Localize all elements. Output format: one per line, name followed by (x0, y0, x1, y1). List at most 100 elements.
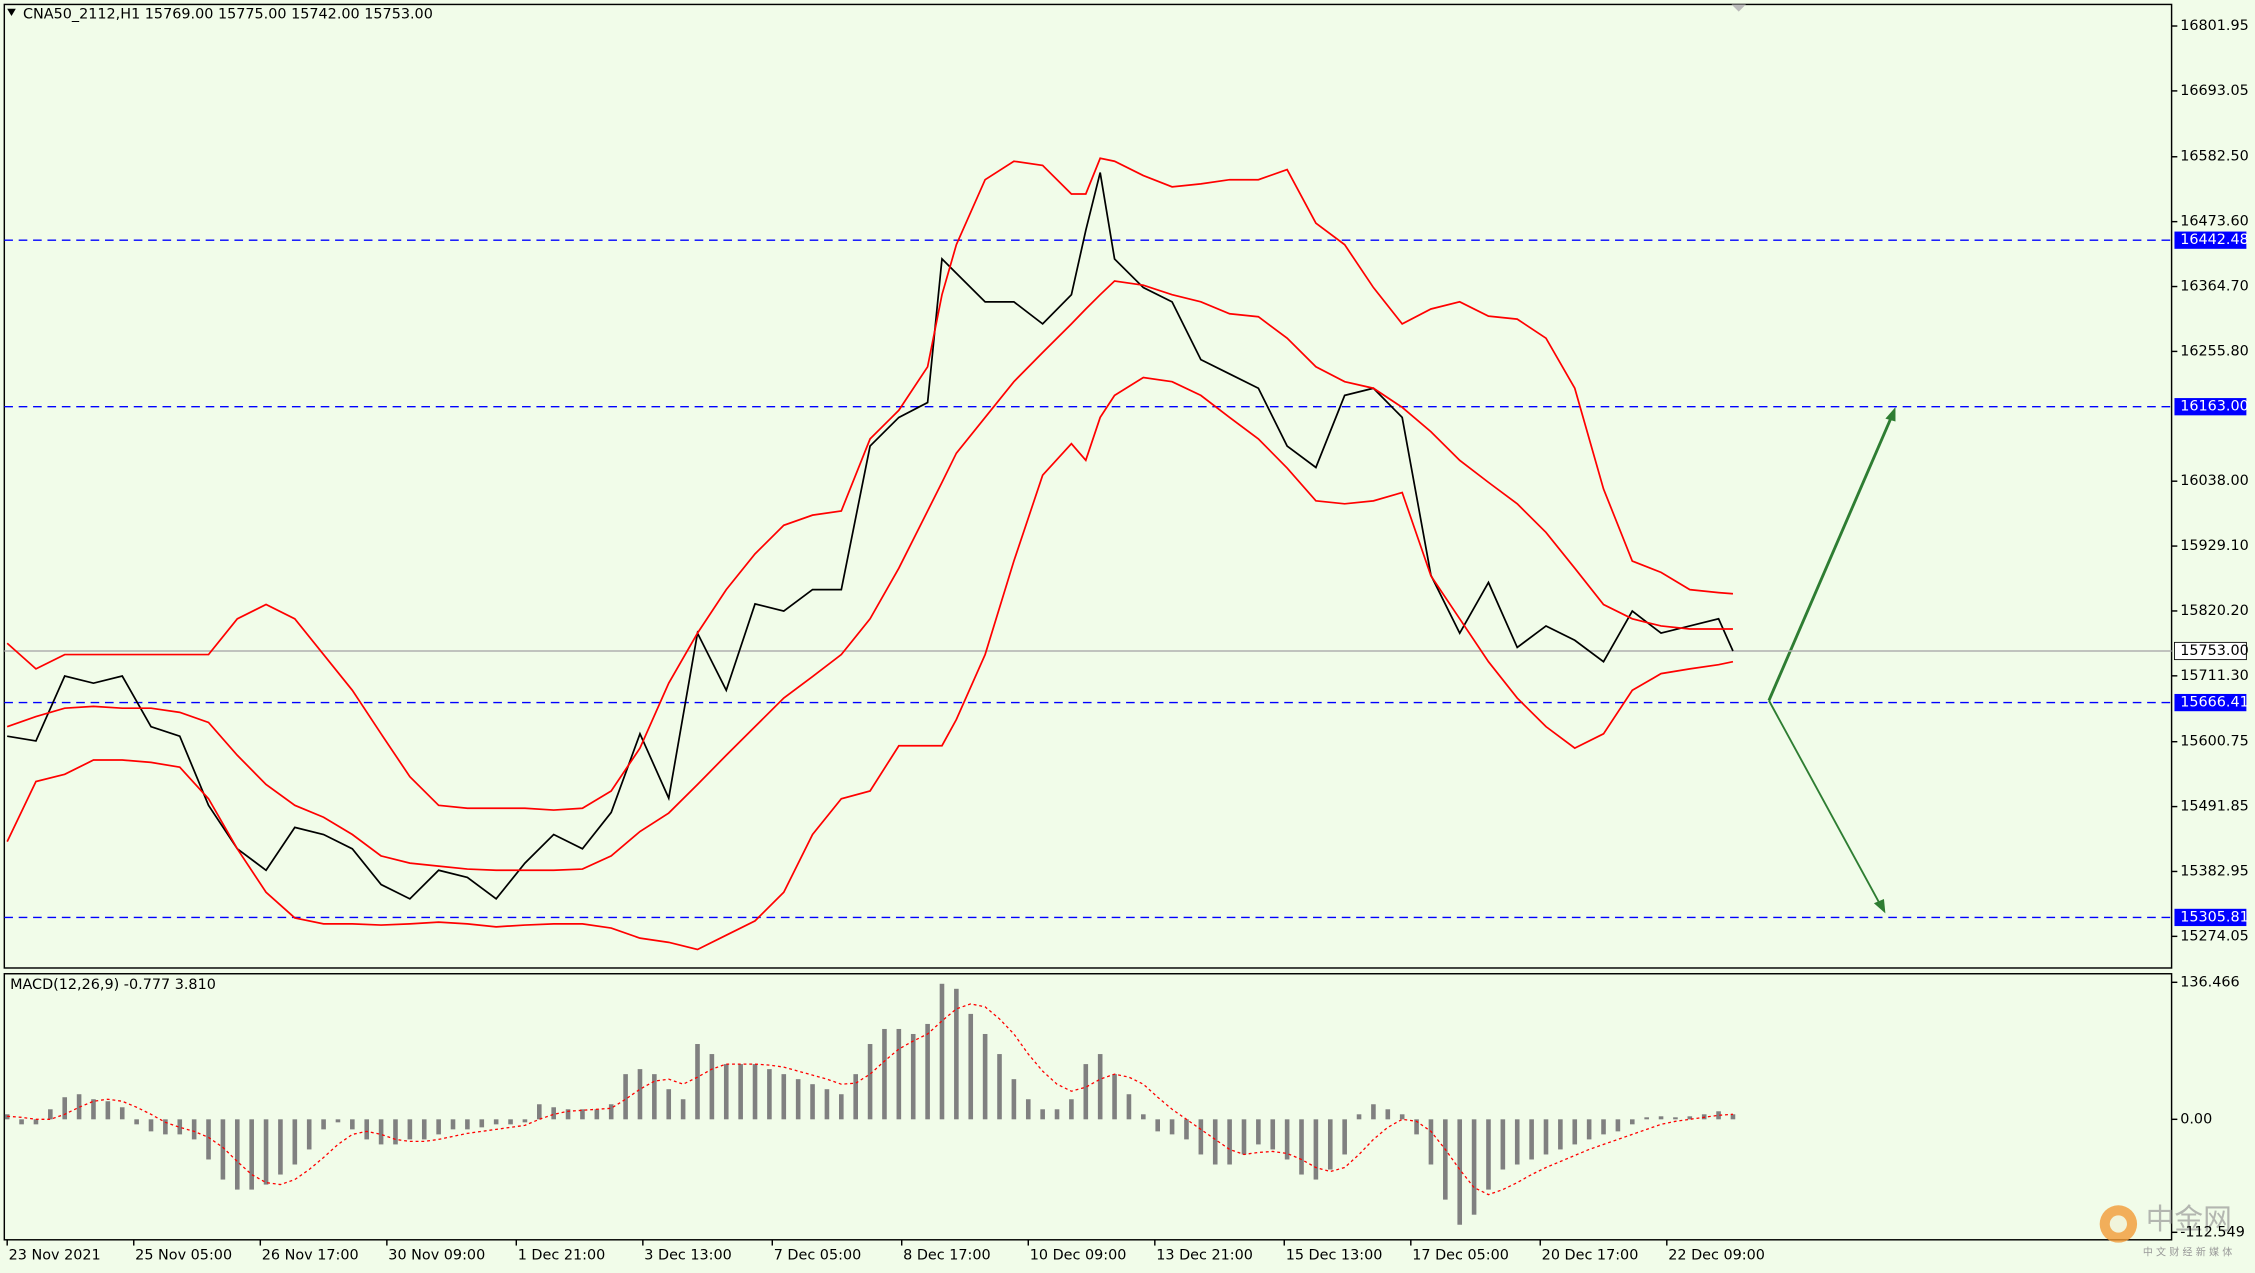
watermark-name: 中金网 (2146, 1202, 2232, 1236)
y-tick-label: 15820.20 (2180, 603, 2249, 619)
macd-bar (1040, 1109, 1045, 1120)
macd-bar (1241, 1119, 1247, 1155)
macd-bar (680, 1099, 686, 1120)
macd-bar (119, 1107, 125, 1120)
price-header: CNA50_2112,H1 15769.00 15775.00 15742.00… (23, 7, 433, 23)
macd-bar (695, 1044, 700, 1120)
macd-bar (421, 1119, 427, 1140)
x-tick-label: 15 Dec 13:00 (1286, 1248, 1383, 1264)
series-line (7, 172, 1734, 901)
level-label: 16163.00 (2180, 399, 2249, 415)
macd-bar (1198, 1119, 1204, 1155)
macd-bar (1514, 1119, 1520, 1165)
macd-bar (1629, 1119, 1635, 1125)
y-tick-label: 16038.00 (2180, 473, 2249, 489)
menu-triangle[interactable] (7, 8, 16, 16)
macd-bar (1687, 1116, 1693, 1120)
macd-bar (1212, 1119, 1218, 1165)
macd-bar (1313, 1119, 1319, 1180)
y-tick-label: 15929.10 (2180, 538, 2249, 554)
macd-bar (1572, 1119, 1578, 1145)
macd-bar (1615, 1119, 1621, 1132)
macd-bar (91, 1099, 96, 1120)
macd-bar (1126, 1094, 1132, 1120)
y-tick-label: 16801.95 (2180, 18, 2249, 34)
level-label-box (2174, 908, 2247, 927)
macd-bar (1601, 1119, 1606, 1135)
x-tick-label: 7 Dec 05:00 (774, 1248, 862, 1264)
up-arrow-head (1885, 407, 1896, 422)
macd-bar (1327, 1119, 1333, 1170)
x-tick-label: 22 Dec 09:00 (1668, 1248, 1765, 1264)
macd-bar (48, 1109, 53, 1120)
macd-bar (1443, 1119, 1448, 1200)
y-tick-label: 16693.05 (2180, 83, 2249, 99)
y-tick-label: 15382.95 (2180, 863, 2249, 879)
macd-bar (1471, 1119, 1477, 1215)
macd-bar (335, 1119, 341, 1123)
macd-bar (1543, 1119, 1549, 1155)
macd-bar (436, 1119, 441, 1135)
macd-bar (1025, 1099, 1031, 1120)
macd-bar (709, 1054, 715, 1120)
macd-bar (1141, 1114, 1146, 1120)
up-arrow (1767, 413, 1894, 702)
macd-bar (249, 1119, 254, 1190)
macd-bar (306, 1119, 312, 1150)
level-label-box (2174, 398, 2247, 416)
shift-marker (1731, 4, 1746, 12)
macd-bar (1371, 1104, 1376, 1120)
macd-bar (982, 1033, 988, 1120)
level-label-box (2174, 231, 2247, 249)
macd-bar (177, 1119, 183, 1135)
macd-bar (1558, 1119, 1563, 1150)
macd-bar (1457, 1119, 1463, 1225)
macd-bar (1299, 1119, 1304, 1175)
macd-bar (62, 1097, 68, 1120)
level-label-box (2174, 693, 2247, 712)
macd-bar (637, 1069, 643, 1120)
macd-bar (1644, 1117, 1649, 1120)
macd-bar (910, 1033, 916, 1120)
macd-bar (1284, 1119, 1290, 1160)
macd-bar (1399, 1114, 1405, 1120)
macd-bar (767, 1069, 772, 1120)
macd-bar (1586, 1119, 1592, 1140)
macd-bar (19, 1119, 24, 1125)
macd-bar (1500, 1119, 1506, 1170)
macd-bar (479, 1119, 485, 1128)
macd-bar (321, 1119, 326, 1130)
macd-bar (795, 1079, 801, 1120)
macd-bar (824, 1089, 830, 1120)
watermark: 中金网 中 文 财 经 新 媒 体 (2099, 1202, 2233, 1259)
macd-bar (752, 1064, 758, 1120)
macd-bar (76, 1094, 82, 1120)
x-tick-label: 8 Dec 17:00 (903, 1248, 991, 1264)
macd-bar (450, 1119, 456, 1130)
price-panel (3, 3, 2173, 969)
macd-bar (781, 1074, 787, 1120)
y-tick-label: 15600.75 (2180, 734, 2249, 750)
y-tick-label: 15491.85 (2180, 799, 2249, 815)
macd-bar (378, 1119, 384, 1145)
macd-bar (565, 1109, 571, 1120)
y-tick-label: 136.466 (2180, 974, 2239, 990)
macd-bar (1097, 1054, 1103, 1120)
macd-bar (1011, 1079, 1017, 1120)
macd-bar (1069, 1099, 1074, 1120)
current-price-label: 15753.00 (2180, 643, 2249, 659)
macd-bar (292, 1119, 298, 1165)
series-line (6, 376, 1734, 951)
macd-bar (350, 1119, 355, 1130)
y-tick-label: 16255.80 (2180, 343, 2249, 359)
macd-bar (867, 1044, 873, 1120)
x-tick-label: 10 Dec 09:00 (1030, 1248, 1127, 1264)
macd-bar (839, 1094, 844, 1120)
macd-bar (1673, 1117, 1678, 1120)
y-tick-label: 16582.50 (2180, 149, 2249, 165)
x-tick-label: 3 Dec 13:00 (644, 1248, 732, 1264)
watermark-tagline: 中 文 财 经 新 媒 体 (2143, 1246, 2233, 1259)
macd-bar (33, 1119, 39, 1125)
macd-bar (1155, 1119, 1161, 1132)
